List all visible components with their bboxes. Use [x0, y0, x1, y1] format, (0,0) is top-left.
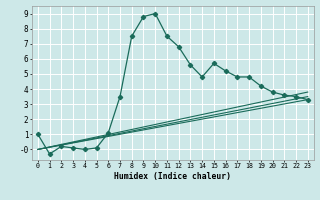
X-axis label: Humidex (Indice chaleur): Humidex (Indice chaleur) [114, 172, 231, 181]
